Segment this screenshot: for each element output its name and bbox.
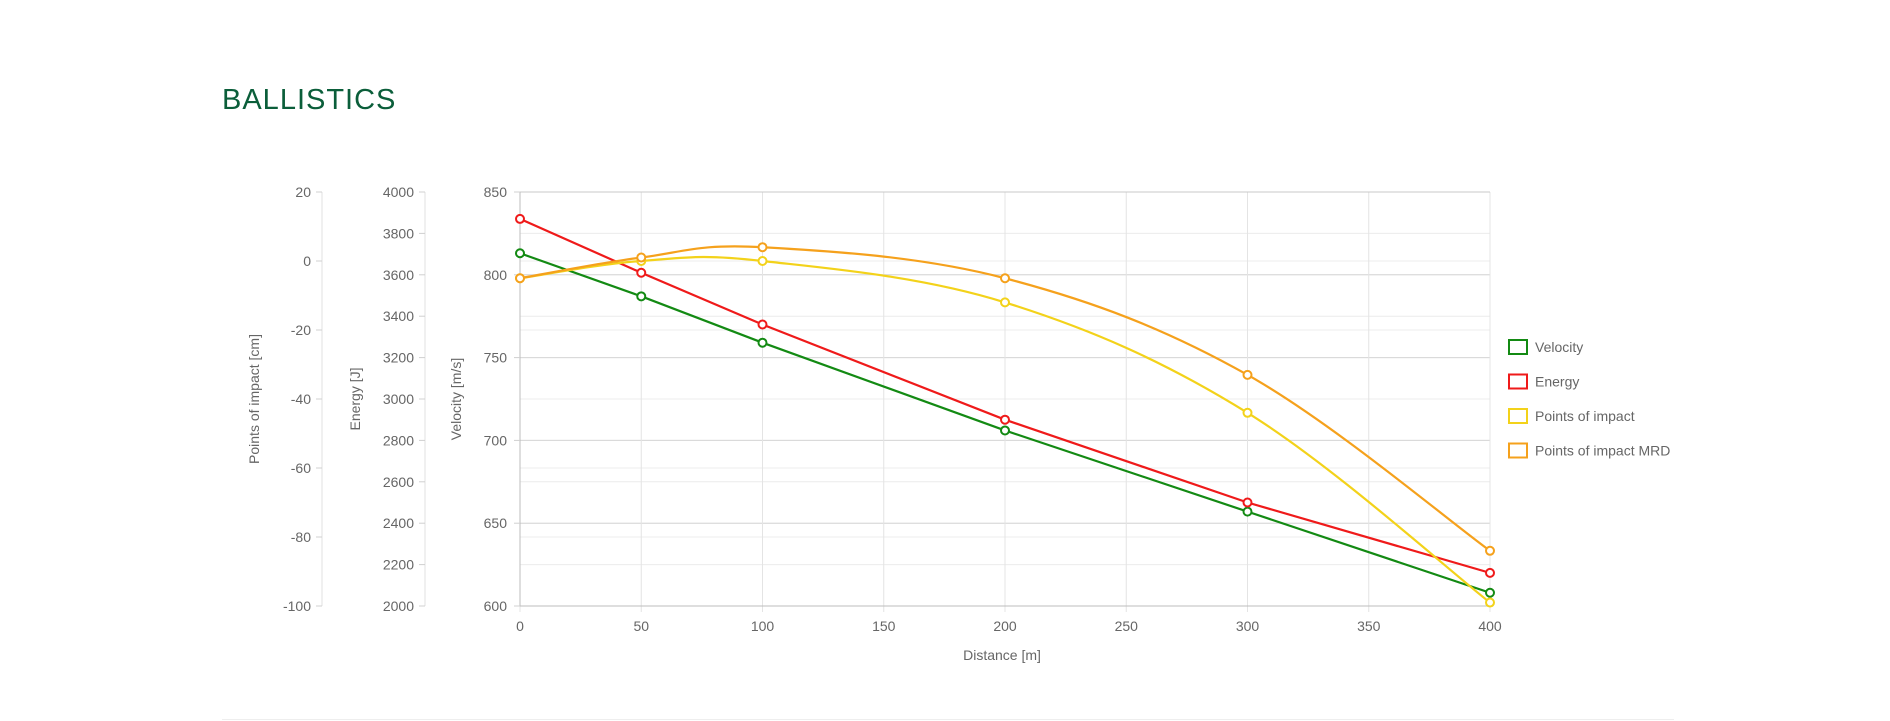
poi-tick-label: 0 [303,253,311,269]
legend-swatch [1508,442,1528,459]
data-point-points-of-impact[interactable] [1000,297,1010,308]
x-tick-label: 250 [1115,618,1139,634]
poi-tick-label: 20 [295,184,311,200]
data-point-points-of-impact-mrd[interactable] [1242,369,1253,380]
x-tick-label: 0 [516,618,524,634]
data-point-energy[interactable] [636,267,647,278]
velocity-tick-label: 600 [484,598,508,614]
legend-label: Velocity [1535,339,1583,355]
velocity-tick-label: 800 [484,267,508,283]
energy-tick-label: 2200 [383,557,414,573]
data-point-points-of-impact-mrd[interactable] [1485,545,1495,556]
data-point-velocity[interactable] [1242,506,1253,517]
data-point-points-of-impact[interactable] [1485,597,1495,608]
poi-tick-label: -100 [283,598,311,614]
energy-tick-label: 4000 [383,184,414,200]
series-line-velocity [519,252,1491,594]
legend[interactable]: Velocity Energy Points of impact Points of … [1508,339,1670,459]
series [515,213,1495,608]
legend-label: Points of impact [1535,408,1635,424]
velocity-tick-label: 850 [484,184,508,200]
data-point-points-of-impact[interactable] [1242,407,1253,418]
legend-item-points-of-impact[interactable]: Points of impact [1508,408,1635,424]
data-point-points-of-impact-mrd[interactable] [636,252,647,263]
energy-tick-label: 2600 [383,474,414,490]
data-point-energy[interactable] [515,213,525,224]
data-point-energy[interactable] [1485,567,1495,578]
section-divider [222,719,1674,720]
x-tick-label: 350 [1357,618,1381,634]
poi-tick-label: -80 [291,529,311,545]
velocity-tick-label: 700 [484,432,508,448]
legend-label: Energy [1535,374,1579,390]
series-velocity [515,248,1495,598]
energy-tick-label: 3600 [383,267,414,283]
poi-axis-label: Points of impact [cm] [246,334,262,464]
energy-tick-label: 2400 [383,515,414,531]
velocity-axis-label: Velocity [m/s] [448,358,464,440]
energy-tick-label: 3400 [383,308,414,324]
velocity-tick-label: 650 [484,515,508,531]
data-point-velocity[interactable] [515,248,525,259]
series-points-of-impact-mrd [515,242,1495,556]
data-point-points-of-impact-mrd[interactable] [515,273,525,284]
energy-tick-label: 3200 [383,350,414,366]
x-axis-label: Distance [m] [963,647,1041,663]
legend-swatch [1508,408,1528,424]
x-tick-label: 150 [872,618,896,634]
legend-label: Points of impact MRD [1535,443,1670,459]
data-point-points-of-impact[interactable] [757,256,768,266]
x-axis: Distance [m] 0 50 100 150 200 250 300 350 400 [516,618,1502,663]
x-tick-label: 300 [1236,618,1260,634]
energy-axis-label: Energy [J] [347,367,363,430]
poi-tick-label: -40 [291,391,311,407]
data-point-velocity[interactable] [757,337,768,348]
data-point-velocity[interactable] [1000,425,1010,436]
legend-item-velocity[interactable]: Velocity [1508,339,1583,355]
grid [519,191,1491,612]
legend-swatch [1508,339,1528,355]
x-tick-label: 50 [633,618,649,634]
data-point-velocity[interactable] [636,291,647,302]
data-point-points-of-impact-mrd[interactable] [757,242,768,253]
energy-tick-label: 3800 [383,225,414,241]
x-tick-label: 200 [993,618,1017,634]
section-title: BALLISTICS [222,84,397,116]
legend-item-points-of-impact-mrd[interactable]: Points of impact MRD [1508,442,1670,459]
energy-tick-label: 2800 [383,432,414,448]
poi-tick-label: -60 [291,460,311,476]
energy-tick-label: 2000 [383,598,414,614]
velocity-tick-label: 750 [484,350,508,366]
data-point-points-of-impact-mrd[interactable] [1000,273,1010,284]
x-tick-label: 100 [751,618,775,634]
data-point-energy[interactable] [1242,497,1253,508]
poi-tick-label: -20 [291,322,311,338]
x-tick-label: 400 [1478,618,1502,634]
legend-swatch [1508,373,1528,390]
data-point-velocity[interactable] [1485,587,1495,598]
data-point-energy[interactable] [1000,414,1010,425]
legend-item-energy[interactable]: Energy [1508,373,1579,390]
energy-tick-label: 3000 [383,391,414,407]
data-point-energy[interactable] [757,319,768,330]
y-axes: 20 0 -20 -40 -60 -80 -100 Points of impact [cm]… [246,184,521,614]
